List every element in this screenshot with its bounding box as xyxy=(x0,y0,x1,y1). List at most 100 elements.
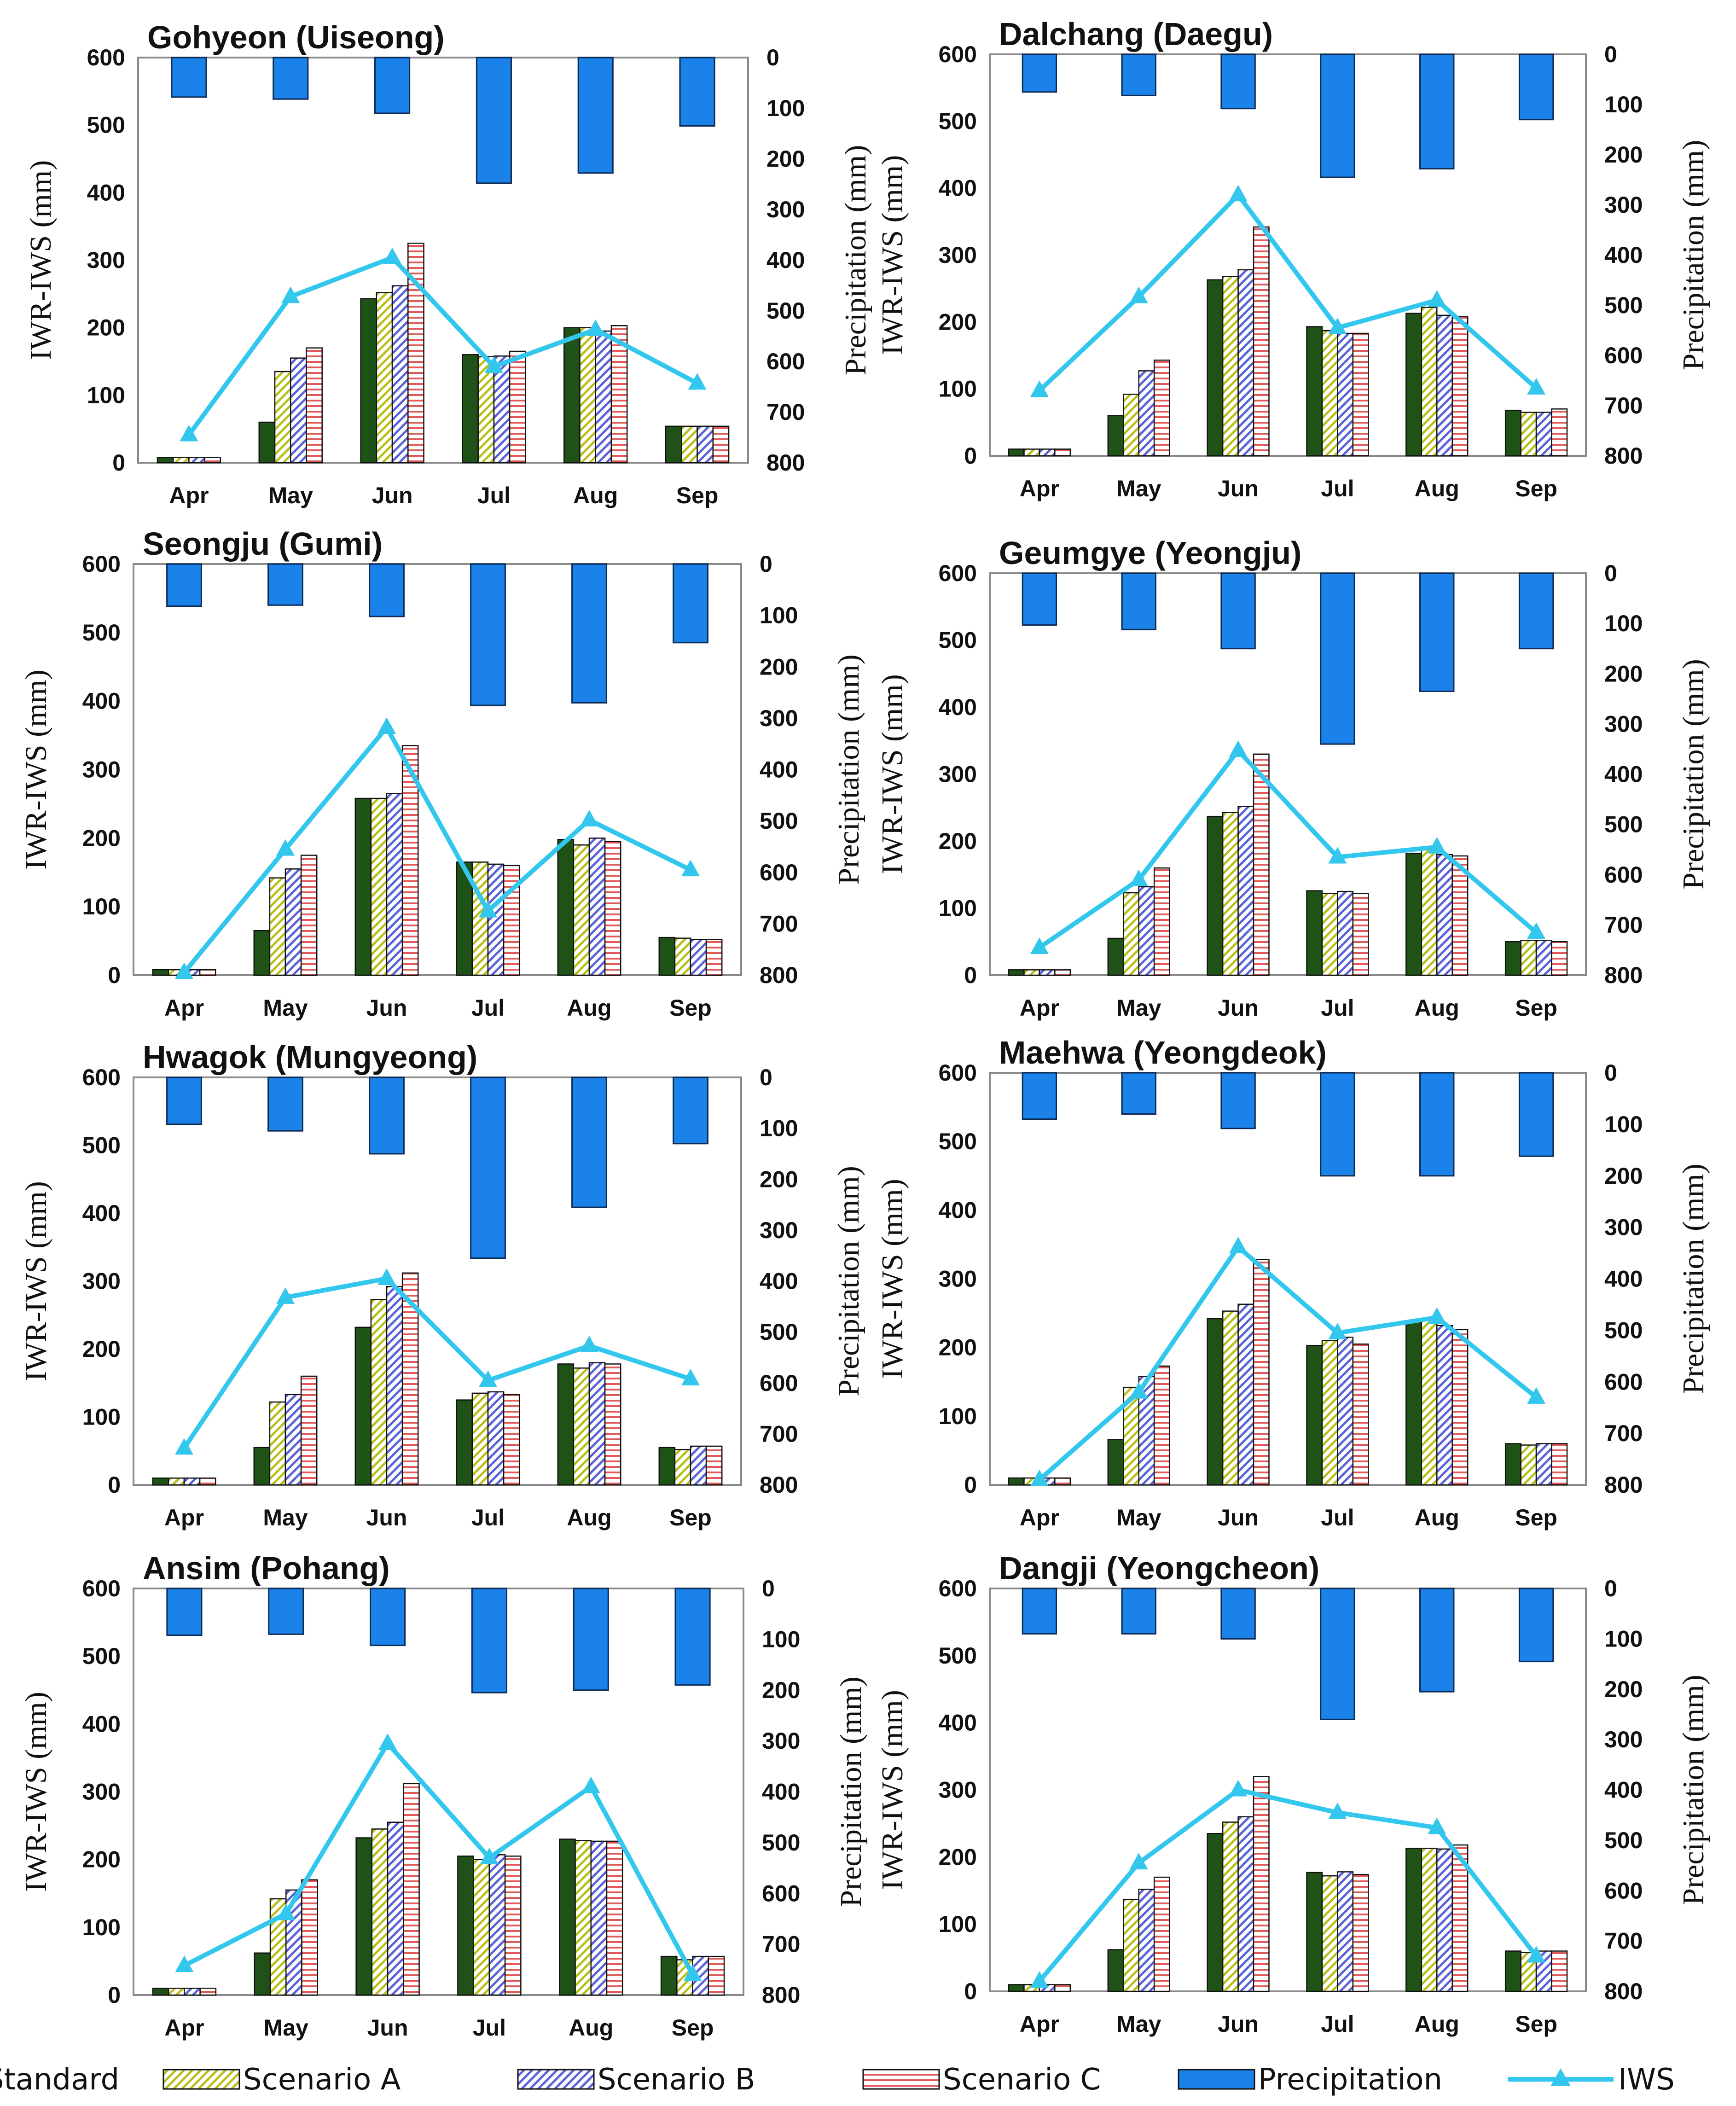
iws-marker xyxy=(479,1370,497,1387)
y-tick-label: 400 xyxy=(939,1710,977,1736)
x-tick-label: Jun xyxy=(367,2015,408,2041)
legend-swatch-iws-marker xyxy=(1550,2068,1571,2086)
scenario-c-bar xyxy=(1352,893,1369,976)
scenario-c-bar xyxy=(1253,1259,1270,1486)
standard-bar xyxy=(1405,313,1422,457)
y-tick-label: 500 xyxy=(939,108,977,134)
standard-bar xyxy=(354,797,372,976)
y2-tick-label: 300 xyxy=(762,1728,800,1754)
y-tick-label: 200 xyxy=(939,309,977,335)
scenario-a-bar xyxy=(1421,1319,1438,1486)
x-tick-label: Jul xyxy=(471,995,505,1021)
scenario-b-bar xyxy=(1337,332,1354,457)
y-tick-label: 200 xyxy=(82,1336,121,1362)
precipitation-bar xyxy=(1220,572,1256,650)
y-axis-label: IWR-IWS (mm) xyxy=(876,1179,909,1379)
scenario-a-bar xyxy=(1023,448,1040,457)
standard-bar xyxy=(1008,448,1025,457)
standard-bar xyxy=(1504,941,1521,976)
scenario-c-bar xyxy=(199,1478,216,1486)
y2-tick-label: 400 xyxy=(766,247,805,273)
standard-bar xyxy=(1405,852,1422,976)
x-tick-label: Aug xyxy=(1415,995,1459,1021)
iws-marker xyxy=(377,1268,396,1285)
panel-title: Hwagok (Mungyeong) xyxy=(143,1039,477,1075)
scenario-a-bar xyxy=(370,1299,388,1486)
chart-panel-ansim-pohang: Ansim (Pohang) 0 100 200 300 400 500 600 0 100 200… xyxy=(19,1550,868,2041)
iws-marker xyxy=(580,1335,598,1352)
y2-tick-label: 300 xyxy=(760,705,798,731)
scenario-c-bar xyxy=(199,969,216,976)
y2-tick-label: 800 xyxy=(1604,1472,1643,1498)
scenario-a-bar xyxy=(1421,307,1438,457)
standard-bar xyxy=(253,1447,271,1486)
iws-marker xyxy=(1428,837,1446,854)
iws-marker xyxy=(1030,937,1049,954)
scenario-c-bar xyxy=(199,1988,217,1996)
standard-bar xyxy=(1008,1477,1025,1486)
precipitation-bar xyxy=(1220,1588,1256,1640)
precipitation-bar xyxy=(1518,572,1554,650)
y-tick-label: 0 xyxy=(108,1472,121,1498)
standard-bar xyxy=(1107,937,1124,976)
scenario-b-bar xyxy=(1436,854,1453,976)
standard-bar xyxy=(1504,1443,1521,1486)
scenario-b-bar xyxy=(697,425,714,464)
y2-tick-label: 300 xyxy=(1604,1727,1643,1752)
precipitation-bar xyxy=(1419,1588,1455,1693)
precipitation-bar xyxy=(679,57,715,127)
legend-item-scenario-c: Scenario C xyxy=(862,2063,1101,2097)
x-tick-label: Apr xyxy=(164,995,204,1021)
scenario-a-bar xyxy=(681,425,698,464)
y2-tick-label: 700 xyxy=(1604,393,1643,419)
y2-tick-label: 600 xyxy=(762,1880,800,1906)
scenario-c-bar xyxy=(604,1363,621,1486)
scenario-c-bar xyxy=(1551,1950,1568,1992)
iws-marker xyxy=(377,717,396,734)
y2-tick-label: 500 xyxy=(760,808,798,834)
scenario-c-bar xyxy=(301,1879,318,1996)
iws-marker xyxy=(378,1733,397,1750)
x-tick-label: Sep xyxy=(672,2015,714,2041)
y-tick-label: 100 xyxy=(939,1403,977,1429)
x-tick-label: Jun xyxy=(372,483,413,508)
y-tick-label: 100 xyxy=(87,382,125,408)
y-tick-label: 300 xyxy=(82,1268,121,1294)
scenario-c-bar xyxy=(504,1856,522,1996)
y-tick-label: 200 xyxy=(939,1335,977,1361)
legend-swatch-scenario-c xyxy=(862,2069,940,2090)
x-tick-label: Jun xyxy=(1218,1505,1259,1530)
standard-bar xyxy=(1107,1949,1124,1992)
iws-marker xyxy=(1030,1971,1049,1988)
legend-label: Standard xyxy=(0,2063,119,2097)
iws-marker xyxy=(688,373,707,390)
x-tick-label: Aug xyxy=(1415,2011,1459,2037)
y2-tick-label: 600 xyxy=(766,349,805,374)
scenario-a-bar xyxy=(1520,940,1537,976)
y-tick-label: 600 xyxy=(939,1576,977,1601)
scenario-b-bar xyxy=(184,1988,201,1996)
scenario-a-bar xyxy=(172,457,190,464)
standard-bar xyxy=(1207,1833,1224,1992)
scenario-c-bar xyxy=(1452,1329,1469,1486)
scenario-c-bar xyxy=(1253,226,1270,457)
x-tick-label: Jul xyxy=(1321,2011,1354,2037)
y2-tick-label: 0 xyxy=(762,1576,775,1601)
iws-marker xyxy=(276,1287,295,1304)
scenario-c-bar xyxy=(403,1783,420,1996)
x-tick-label: Apr xyxy=(1020,1505,1059,1530)
scenario-c-bar xyxy=(705,1445,723,1486)
legend-label: Scenario B xyxy=(598,2063,755,2097)
scenario-a-bar xyxy=(1023,969,1040,976)
scenario-b-bar xyxy=(1436,1848,1453,1992)
y2-tick-label: 200 xyxy=(762,1677,800,1703)
scenario-c-bar xyxy=(1054,1984,1071,1992)
chart-panels: Gohyeon (Uiseong) 0 100 200 300 400 500 600 0 100… xyxy=(19,16,1710,2041)
iws-marker xyxy=(484,356,503,373)
standard-bar xyxy=(563,327,581,464)
scenario-c-bar xyxy=(1153,1876,1170,1992)
scenario-c-bar xyxy=(1253,753,1270,976)
precipitation-bar xyxy=(571,563,607,704)
y2-tick-label: 500 xyxy=(1604,812,1643,838)
y-tick-label: 600 xyxy=(87,45,125,70)
